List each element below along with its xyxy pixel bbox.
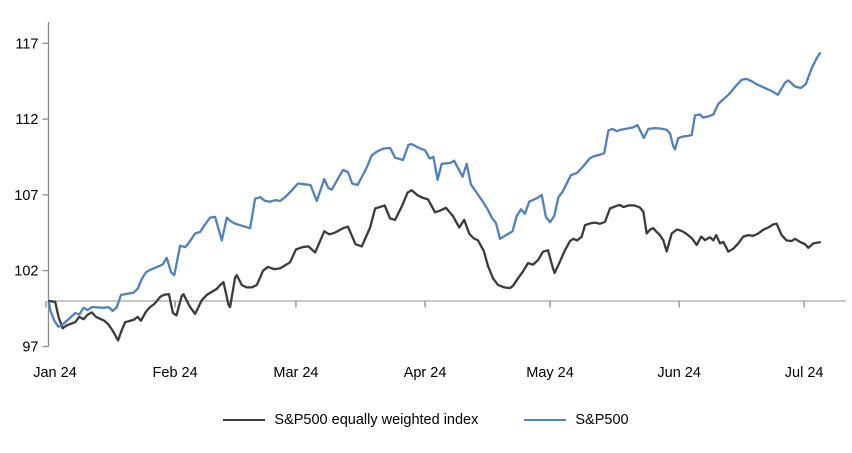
x-axis-label: Jan 24 (33, 365, 77, 381)
y-axis-label: 97 (22, 339, 38, 355)
legend-item-equal-weight: S&P500 equally weighted index (223, 412, 478, 428)
legend-label-sp500: S&P500 (575, 412, 629, 428)
y-axis-label: 112 (15, 112, 38, 128)
equal-weight-index-line (47, 189, 822, 342)
y-axis-label: 117 (15, 36, 38, 52)
x-axis-label: Apr 24 (404, 365, 447, 381)
legend-item-sp500: S&P500 (524, 412, 629, 428)
x-axis-label: Feb 24 (153, 365, 198, 381)
y-axis-label: 107 (14, 188, 38, 204)
sp500-line (47, 51, 822, 328)
equal-weight-line-swatch (223, 419, 266, 421)
x-axis-label: Jul 24 (785, 365, 824, 381)
y-axis-label: 102 (14, 264, 38, 280)
x-axis-label: May 24 (526, 365, 574, 381)
legend: S&P500 equally weighted index S&P500 (0, 412, 852, 428)
legend-label-equal-weight: S&P500 equally weighted index (274, 412, 479, 428)
x-axis-label: Mar 24 (273, 365, 318, 381)
sp500-line-swatch (524, 419, 567, 421)
x-axis-label: Jun 24 (657, 365, 701, 381)
